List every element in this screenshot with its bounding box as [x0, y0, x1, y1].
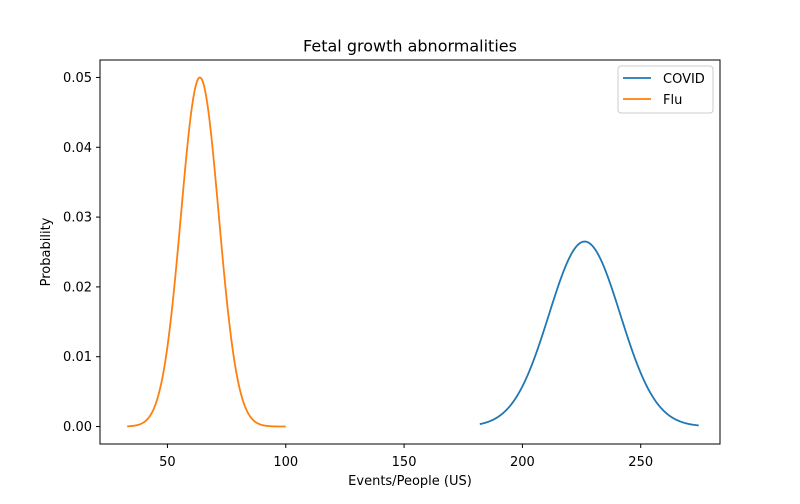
x-tick-label: 50: [159, 455, 176, 470]
y-tick-label: 0.04: [63, 141, 92, 156]
x-tick-label: 100: [273, 455, 298, 470]
plot-frame: [99, 59, 721, 445]
y-tick-label: 0.01: [63, 350, 92, 365]
axis-layer: [99, 59, 721, 445]
legend: COVID Flu: [617, 65, 714, 114]
chart-title: Fetal growth abnormalities: [303, 37, 517, 56]
x-tick-label: 150: [392, 455, 417, 470]
series-layer: [126, 76, 699, 428]
legend-label-covid: COVID: [663, 72, 705, 87]
y-tick-label: 0.02: [63, 280, 92, 295]
y-tick-label: 0.05: [63, 71, 92, 86]
series-line-covid: [479, 240, 699, 427]
x-tick-label: 250: [628, 455, 653, 470]
tick-layer: 50 100 150 200 250 0.00 0.01 0.02 0.03 0.04 0.05: [63, 71, 653, 470]
legend-label-flu: Flu: [663, 93, 682, 108]
series-line-flu: [126, 76, 286, 428]
x-axis-label: Events/People (US): [348, 474, 472, 489]
y-tick-label: 0.00: [63, 420, 92, 435]
y-tick-label: 0.03: [63, 211, 92, 226]
plot-area: [100, 60, 720, 444]
y-axis-label: Probability: [39, 217, 54, 286]
x-tick-label: 200: [510, 455, 535, 470]
